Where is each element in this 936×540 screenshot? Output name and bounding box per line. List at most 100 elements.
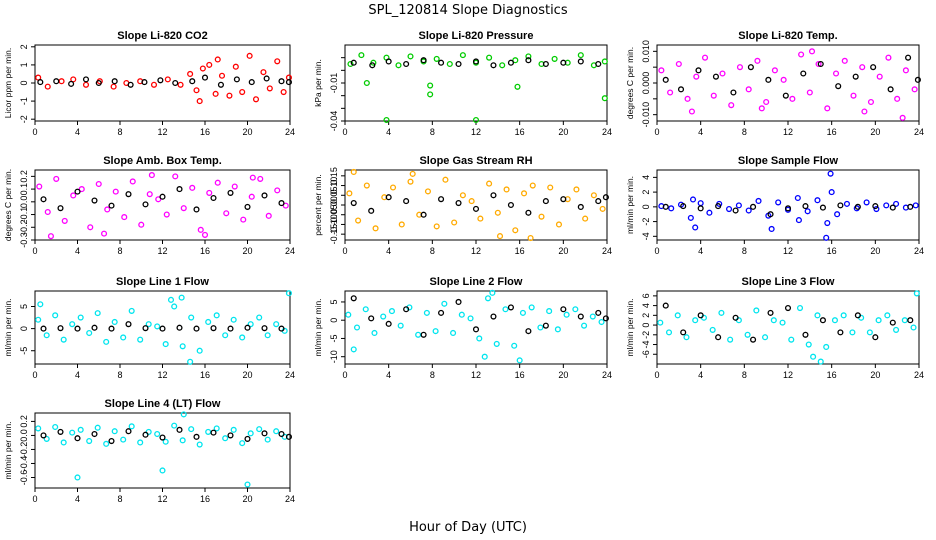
data-point: [782, 92, 789, 99]
data-point: [230, 316, 237, 323]
data-point: [907, 203, 914, 210]
data-point: [210, 194, 217, 202]
data-point: [662, 203, 669, 210]
data-point: [264, 436, 271, 443]
data-point: [264, 332, 271, 339]
y-tick-label: -2: [19, 115, 29, 123]
data-point: [601, 95, 608, 102]
data-point: [40, 325, 47, 332]
data-point: [244, 203, 251, 210]
data-point: [861, 108, 868, 115]
y-axis-label: ml/min per min.: [625, 298, 635, 356]
data-point: [590, 192, 597, 199]
chart-panel-3: Slope Li-820 Temp. 0 4 8 12 16 20 24 -0.010 0.000…: [625, 30, 924, 137]
data-point: [213, 425, 220, 432]
data-point: [771, 67, 778, 74]
data-point: [43, 332, 50, 339]
data-point: [193, 325, 200, 332]
data-point: [199, 65, 206, 72]
data-point: [873, 206, 880, 213]
x-tick-label: 8: [117, 246, 122, 256]
data-point: [823, 343, 830, 351]
x-tick-label: 16: [200, 246, 210, 256]
data-point: [662, 76, 669, 83]
x-tick-label: 24: [914, 370, 924, 380]
y-tick-label: -0.6: [19, 470, 29, 486]
data-point: [176, 324, 183, 331]
data-point: [398, 221, 405, 228]
plot-frame: [344, 169, 608, 241]
y-tick-label: 4: [641, 175, 651, 180]
data-point: [101, 230, 108, 237]
data-point: [788, 336, 795, 343]
data-point: [674, 312, 681, 319]
data-point: [261, 192, 268, 199]
data-point: [403, 60, 410, 68]
data-point: [108, 437, 115, 445]
panel-title: Slope Line 1 Flow: [116, 276, 209, 288]
data-point: [176, 186, 183, 193]
data-point: [770, 317, 777, 324]
data-point: [189, 78, 196, 85]
data-point: [768, 225, 775, 232]
x-tick-label: 24: [914, 246, 924, 256]
series-overlay: [37, 74, 292, 88]
x-tick-label: 8: [742, 370, 747, 380]
data-point: [172, 79, 179, 87]
y-tick-label: -10: [329, 350, 339, 363]
data-point: [911, 86, 918, 93]
data-point: [273, 428, 280, 435]
data-point: [837, 329, 844, 336]
data-point: [744, 331, 751, 338]
data-point: [458, 311, 465, 318]
y-tick-label: 0.05: [329, 187, 339, 205]
data-point: [178, 294, 185, 301]
data-point: [129, 178, 136, 185]
data-point: [350, 168, 357, 175]
data-point: [246, 52, 253, 59]
data-point: [257, 175, 264, 182]
data-point: [415, 331, 422, 338]
data-point: [120, 436, 127, 443]
series-overlay: [40, 426, 292, 445]
x-tick-label: 24: [602, 370, 612, 380]
data-point: [692, 317, 699, 324]
data-point: [595, 60, 602, 68]
data-point: [849, 329, 856, 336]
x-tick-label: 0: [342, 127, 347, 137]
data-point: [210, 429, 217, 436]
data-point: [137, 336, 144, 343]
data-point: [467, 315, 474, 322]
data-point: [582, 215, 589, 222]
data-point: [154, 323, 161, 330]
data-point: [843, 200, 850, 207]
data-point: [710, 92, 717, 99]
chart-panel-8: Slope Line 2 Flow 0 4 8 12 16 20 24 -10 -5 0 5 ml/mi…: [313, 276, 612, 380]
data-point: [451, 219, 458, 226]
data-point: [252, 96, 260, 103]
data-point: [362, 306, 369, 313]
data-point: [110, 83, 117, 90]
plot-frame: [34, 169, 291, 241]
data-point: [213, 312, 220, 319]
x-tick-label: 12: [471, 370, 481, 380]
data-point: [542, 322, 549, 329]
data-point: [472, 205, 480, 212]
data-point: [148, 172, 155, 179]
data-point: [388, 308, 395, 315]
data-point: [74, 435, 81, 442]
y-tick-label: 0.00: [329, 196, 339, 214]
data-point: [214, 56, 221, 63]
data-point: [350, 59, 357, 66]
data-point: [368, 207, 375, 214]
data-point: [602, 315, 609, 322]
data-point: [657, 319, 664, 326]
data-point: [875, 317, 882, 324]
data-point: [507, 59, 514, 66]
data-point: [893, 200, 900, 207]
data-point: [889, 204, 896, 211]
data-point: [350, 346, 357, 353]
panel-title: Slope Line 4 (LT) Flow: [105, 398, 221, 410]
data-point: [688, 108, 695, 115]
